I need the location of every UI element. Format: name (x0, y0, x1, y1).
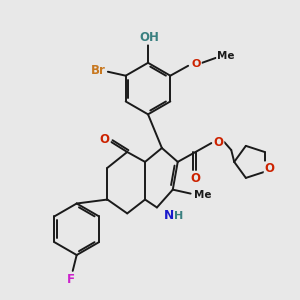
Text: O: O (191, 59, 201, 69)
Text: H: H (174, 212, 183, 221)
Text: Me: Me (194, 190, 211, 200)
Text: Me: Me (217, 51, 235, 61)
Text: O: O (265, 162, 275, 175)
Text: N: N (164, 209, 174, 222)
Text: OH: OH (139, 31, 159, 44)
Text: O: O (99, 133, 110, 146)
Text: O: O (190, 172, 201, 185)
Text: Br: Br (91, 64, 105, 77)
Text: F: F (67, 273, 75, 286)
Text: O: O (213, 136, 224, 148)
